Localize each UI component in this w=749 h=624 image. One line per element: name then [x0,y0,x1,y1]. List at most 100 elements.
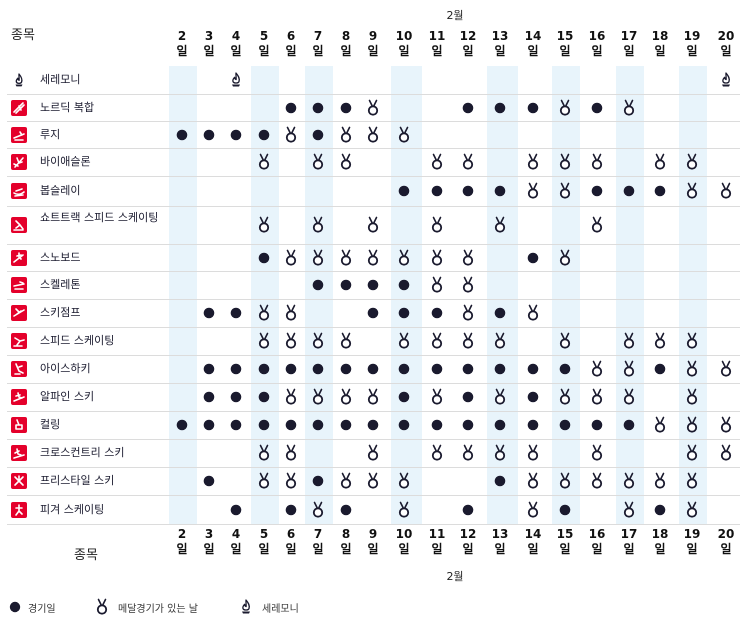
day-number: 6 [286,29,296,43]
day-suffix: 일 [230,44,242,58]
medal-icon [284,472,298,490]
competition-day-dot [202,304,216,322]
medal-icon [590,153,604,171]
curling-icon [11,417,27,433]
legend-medal-icon [95,598,109,616]
day-suffix: 일 [203,44,215,58]
day-suffix: 일 [591,542,603,556]
day-suffix: 일 [494,44,506,58]
medal-icon [430,276,444,294]
medal-icon [397,332,411,350]
day-number: 16 [588,29,606,43]
date-stripe [616,66,644,524]
medal-icon [339,249,353,267]
day-footer-18: 18 일 [647,527,674,557]
row-divider [7,383,740,384]
competition-day-dot [493,99,507,117]
competition-day-dot [461,388,475,406]
medal-icon [397,126,411,144]
competition-day-dot [493,416,507,434]
competition-day-dot [202,388,216,406]
medal-icon [339,153,353,171]
day-footer-19: 19 일 [679,527,706,557]
medal-icon [685,444,699,462]
day-suffix: 일 [654,44,666,58]
day-number: 11 [428,527,446,541]
medal-icon [526,501,540,519]
day-suffix: 일 [431,542,443,556]
medal-icon [311,249,325,267]
row-divider [7,271,740,272]
competition-day-dot [397,416,411,434]
medal-icon [526,472,540,490]
day-header-10: 10 일 [391,29,418,59]
day-suffix: 일 [203,542,215,556]
competition-day-dot [229,388,243,406]
day-number: 4 [231,527,241,541]
day-suffix: 일 [686,542,698,556]
medal-icon [397,501,411,519]
row-divider [7,327,740,328]
medal-icon [590,472,604,490]
competition-day-dot [311,99,325,117]
legend-ceremony-icon [239,598,253,616]
competition-day-dot [461,416,475,434]
short-track-icon [11,217,27,233]
day-suffix: 일 [720,542,732,556]
day-suffix: 일 [367,542,379,556]
competition-day-dot [311,416,325,434]
competition-day-dot [461,182,475,200]
competition-day-dot [366,304,380,322]
competition-day-dot [653,182,667,200]
day-number: 14 [524,527,542,541]
day-header-14: 14 일 [520,29,547,59]
medal-icon [284,249,298,267]
ice-hockey-icon [11,361,27,377]
medal-icon [430,153,444,171]
competition-day-dot [175,126,189,144]
sport-label: 봅슬레이 [40,184,81,197]
competition-day-dot [397,276,411,294]
medal-icon [622,388,636,406]
ceremony-icon [719,71,733,89]
medal-icon [558,388,572,406]
day-number: 20 [717,29,735,43]
medal-icon [653,472,667,490]
medal-icon [526,304,540,322]
competition-day-dot [526,99,540,117]
row-divider [7,355,740,356]
day-number: 3 [204,29,214,43]
day-header-13: 13 일 [487,29,514,59]
competition-day-dot [493,472,507,490]
day-suffix: 일 [340,542,352,556]
day-suffix: 일 [285,44,297,58]
competition-day-dot [653,360,667,378]
medal-icon [284,304,298,322]
snowboard-icon [11,249,27,266]
row-divider [7,439,740,440]
medal-icon [397,472,411,490]
medal-icon [366,216,380,234]
day-suffix: 일 [340,44,352,58]
day-header-17: 17 일 [616,29,643,59]
day-footer-15: 15 일 [552,527,579,557]
row-divider [7,411,740,412]
medal-icon [430,444,444,462]
medal-icon [397,249,411,267]
row-divider [7,176,740,177]
competition-day-dot [202,126,216,144]
day-number: 17 [620,29,638,43]
medal-icon [558,332,572,350]
sport-label: 스노보드 [40,250,81,264]
medal-icon [493,332,507,350]
medal-icon [685,416,699,434]
day-number: 15 [556,29,574,43]
competition-day-dot [558,360,572,378]
day-number: 7 [313,527,323,541]
competition-day-dot [430,360,444,378]
day-header-20: 20 일 [713,29,740,59]
